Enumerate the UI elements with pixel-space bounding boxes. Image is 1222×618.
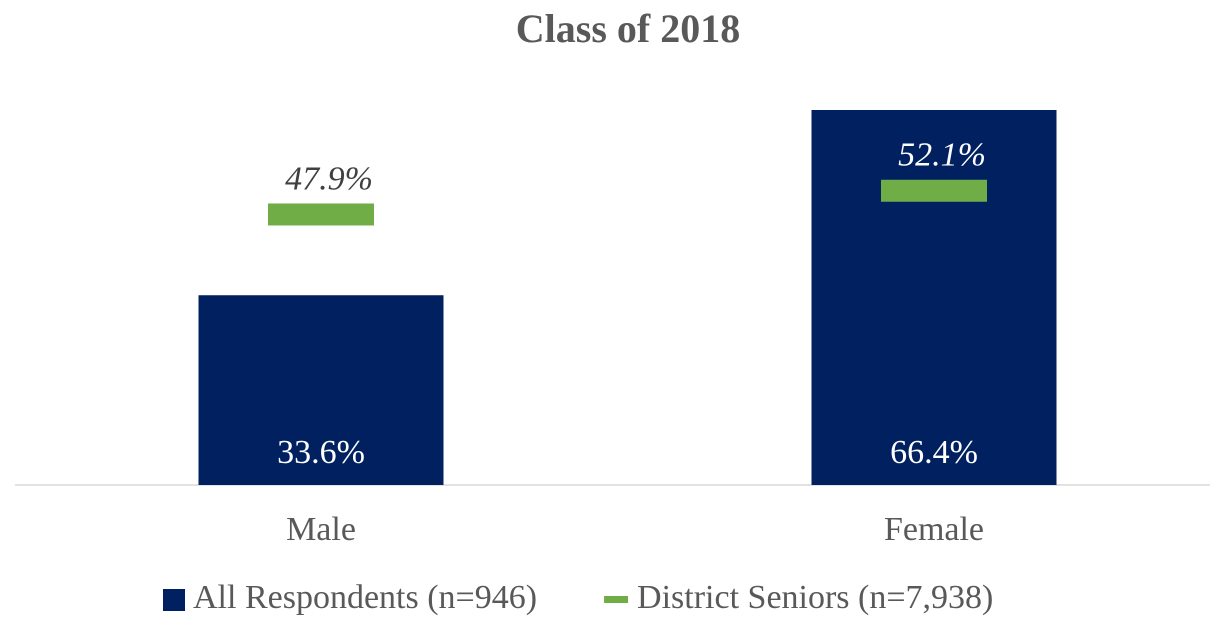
legend-swatch	[604, 596, 629, 603]
value-label: 52.1%	[898, 137, 986, 174]
chart-title: Class of 2018	[516, 6, 740, 51]
bar	[811, 110, 1057, 485]
bar	[198, 295, 444, 485]
x-tick-label: Male	[286, 511, 356, 548]
legend-label: District Seniors (n=7,938)	[637, 579, 993, 616]
legend-swatch	[163, 589, 185, 611]
value-label: 66.4%	[890, 434, 978, 471]
x-tick-label: Female	[884, 511, 984, 548]
marker	[268, 203, 374, 226]
value-label: 47.9%	[285, 160, 373, 197]
value-label: 33.6%	[277, 434, 365, 471]
marker	[881, 179, 987, 202]
legend-label: All Respondents (n=946)	[193, 579, 537, 616]
